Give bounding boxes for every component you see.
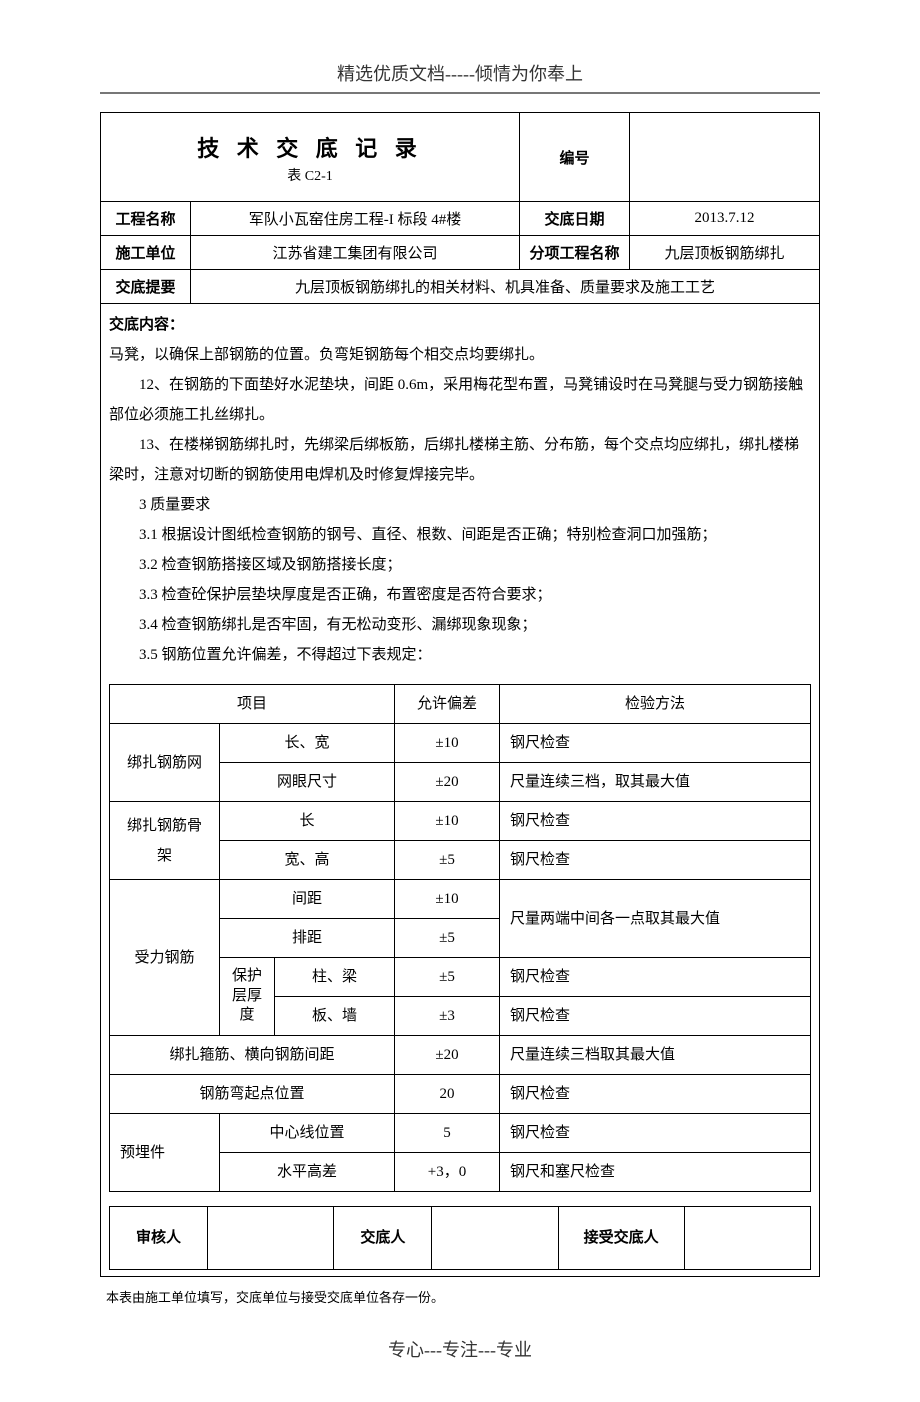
tol-head-tolerance: 允许偏差	[395, 685, 500, 724]
tol-r2a-tol: ±10	[395, 802, 500, 841]
tol-r5-tol: 20	[395, 1075, 500, 1114]
tol-r3c2-tol: ±3	[395, 997, 500, 1036]
sig-receiver-label: 接受交底人	[558, 1207, 684, 1270]
tol-r1b-tol: ±20	[395, 763, 500, 802]
tol-r3a-tol: ±10	[395, 880, 500, 919]
project-name-label: 工程名称	[101, 202, 191, 236]
content-heading: 交底内容：	[109, 310, 811, 340]
content-p3: 13、在楼梯钢筋绑扎时，先绑梁后绑板筋，后绑扎楼梯主筋、分布筋，每个交点均应绑扎…	[109, 430, 811, 490]
tol-r4-item: 绑扎箍筋、横向钢筋间距	[110, 1036, 395, 1075]
tol-r6a-item: 中心线位置	[220, 1114, 395, 1153]
page-header: 精选优质文档-----倾情为你奉上	[100, 60, 820, 94]
content-p1: 马凳，以确保上部钢筋的位置。负弯矩钢筋每个相交点均要绑扎。	[109, 340, 811, 370]
construction-unit-value: 江苏省建工集团有限公司	[191, 236, 520, 270]
tol-r2a-m: 钢尺检查	[500, 802, 811, 841]
page-footer: 专心---专注---专业	[100, 1336, 820, 1362]
doc-title: 技 术 交 底 记 录	[109, 119, 511, 165]
record-table: 技 术 交 底 记 录 表 C2-1 编号 工程名称 军队小瓦窑住房工程-I 标…	[100, 112, 820, 1277]
summary-label: 交底提要	[101, 270, 191, 304]
tol-head-method: 检验方法	[500, 685, 811, 724]
tol-r1a-item: 长、宽	[220, 724, 395, 763]
sig-receiver-value	[684, 1207, 810, 1270]
tol-r1b-m: 尺量连续三档，取其最大值	[500, 763, 811, 802]
content-p5: 3.1 根据设计图纸检查钢筋的钢号、直径、根数、间距是否正确；特别检查洞口加强筋…	[109, 520, 811, 550]
tol-r2-group: 绑扎钢筋骨架	[110, 802, 220, 880]
tol-r2b-m: 钢尺检查	[500, 841, 811, 880]
date-value: 2013.7.12	[630, 202, 820, 236]
tol-r6a-tol: 5	[395, 1114, 500, 1153]
date-label: 交底日期	[520, 202, 630, 236]
footnote: 本表由施工单位填写，交底单位与接受交底单位各存一份。	[100, 1287, 820, 1306]
project-name-value: 军队小瓦窑住房工程-I 标段 4#楼	[191, 202, 520, 236]
tol-head-item: 项目	[110, 685, 395, 724]
content-p6: 3.2 检查钢筋搭接区域及钢筋搭接长度；	[109, 550, 811, 580]
tol-r4-tol: ±20	[395, 1036, 500, 1075]
tol-r2a-item: 长	[220, 802, 395, 841]
tol-r3c2-m: 钢尺检查	[500, 997, 811, 1036]
tol-r3c2-item: 板、墙	[275, 997, 395, 1036]
tolerance-table: 项目 允许偏差 检验方法 绑扎钢筋网 长、宽 ±10 钢尺检查 网眼尺寸 ±20…	[109, 684, 811, 1192]
tol-r6b-m: 钢尺和塞尺检查	[500, 1153, 811, 1192]
tol-r1a-tol: ±10	[395, 724, 500, 763]
summary-value: 九层顶板钢筋绑扎的相关材料、机具准备、质量要求及施工工艺	[191, 270, 820, 304]
content-p4: 3 质量要求	[109, 490, 811, 520]
tol-r6b-tol: +3，0	[395, 1153, 500, 1192]
numbering-label: 编号	[520, 113, 630, 202]
sig-reviewer-label: 审核人	[110, 1207, 208, 1270]
sig-disclose-value	[432, 1207, 558, 1270]
tol-r3b-item: 排距	[220, 919, 395, 958]
tol-r3c-sub: 保护层厚度	[220, 958, 275, 1036]
construction-unit-label: 施工单位	[101, 236, 191, 270]
numbering-value	[630, 113, 820, 202]
content-p8: 3.4 检查钢筋绑扎是否牢固，有无松动变形、漏绑现象现象；	[109, 610, 811, 640]
tol-r1b-item: 网眼尺寸	[220, 763, 395, 802]
tol-r1a-m: 钢尺检查	[500, 724, 811, 763]
content-p2: 12、在钢筋的下面垫好水泥垫块，间距 0.6m，采用梅花型布置，马凳铺设时在马凳…	[109, 370, 811, 430]
tol-r3a-item: 间距	[220, 880, 395, 919]
content-p9: 3.5 钢筋位置允许偏差，不得超过下表规定：	[109, 640, 811, 670]
content-p7: 3.3 检查砼保护层垫块厚度是否正确，布置密度是否符合要求；	[109, 580, 811, 610]
tol-r2b-tol: ±5	[395, 841, 500, 880]
doc-subtitle: 表 C2-1	[109, 165, 511, 195]
tol-r3ab-m: 尺量两端中间各一点取其最大值	[500, 880, 811, 958]
tol-r3c1-item: 柱、梁	[275, 958, 395, 997]
tol-r5-item: 钢筋弯起点位置	[110, 1075, 395, 1114]
content-cell: 交底内容： 马凳，以确保上部钢筋的位置。负弯矩钢筋每个相交点均要绑扎。 12、在…	[101, 304, 820, 1277]
sub-project-label: 分项工程名称	[520, 236, 630, 270]
sig-reviewer-value	[208, 1207, 334, 1270]
tol-r3-group: 受力钢筋	[110, 880, 220, 1036]
tol-r6-group: 预埋件	[110, 1114, 220, 1192]
tol-r2b-item: 宽、高	[220, 841, 395, 880]
tol-r5-m: 钢尺检查	[500, 1075, 811, 1114]
sig-disclose-label: 交底人	[334, 1207, 432, 1270]
tol-r6b-item: 水平高差	[220, 1153, 395, 1192]
tol-r3c1-m: 钢尺检查	[500, 958, 811, 997]
tol-r1-group: 绑扎钢筋网	[110, 724, 220, 802]
sub-project-value: 九层顶板钢筋绑扎	[630, 236, 820, 270]
tol-r4-m: 尺量连续三档取其最大值	[500, 1036, 811, 1075]
tol-r6a-m: 钢尺检查	[500, 1114, 811, 1153]
tol-r3c1-tol: ±5	[395, 958, 500, 997]
tol-r3b-tol: ±5	[395, 919, 500, 958]
signature-table: 审核人 交底人 接受交底人	[109, 1206, 811, 1270]
